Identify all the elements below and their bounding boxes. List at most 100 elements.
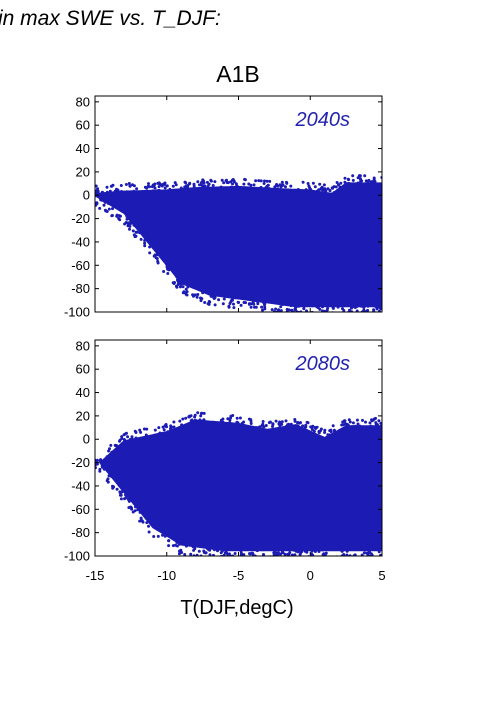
scatter-point [147,524,150,528]
scatter-point [196,180,200,184]
scatter-point [213,558,216,561]
scatter-point [311,304,314,308]
scatter-point [293,307,297,311]
scatter-point [198,418,202,422]
scatter-point [218,186,222,190]
scatter-point [139,430,143,434]
scatter-point [142,437,146,441]
scatter-point [125,217,129,221]
scatter-point [270,308,274,312]
scatter-point [354,315,357,318]
scatter-point [330,192,334,196]
scatter-point [336,305,340,309]
scatter-point [335,559,338,562]
scatter-point [120,190,123,193]
scatter-point [351,174,355,178]
scatter-point [231,298,234,302]
scatter-point [324,551,328,555]
scatter-point [182,425,186,429]
scatter-point [251,426,255,430]
scatter-point [181,417,185,421]
scatter-point [284,185,287,189]
scatter-point [209,188,213,192]
panel-label: 2080s [295,353,351,375]
scatter-point [157,188,161,192]
scatter-point [163,181,167,185]
scatter-point [274,307,278,311]
scatter-point [205,186,209,190]
scatter-point [321,548,325,552]
scatter-point [261,308,264,312]
scatter-point [242,301,246,304]
scatter-point [184,416,188,420]
scatter-point [205,557,208,560]
scatter-point [318,559,321,562]
scatter-point [167,267,170,270]
scatter-point [285,189,289,193]
scatter-point [206,302,210,306]
scatter-point [277,556,280,559]
y-tick-label: 40 [76,141,90,156]
y-tick-label: -20 [71,211,90,226]
scatter-point [102,203,106,207]
scatter-point [350,306,353,310]
scatter-point [366,548,370,552]
scatter-point [356,422,360,426]
scatter-point [310,559,313,562]
scatter-point [259,185,263,189]
scatter-point [211,184,215,187]
scatter-point [368,314,371,317]
scatter-point [130,435,134,439]
scatter-point [213,303,217,307]
scatter-point [234,182,238,186]
figure-title: in max SWE vs. T_DJF: [0,7,221,30]
scatter-point [226,557,229,560]
y-tick-label: 80 [76,94,90,109]
y-tick-label: 0 [83,432,90,447]
scatter-point [130,507,134,511]
scatter-point [358,424,362,428]
scatter-point [236,421,240,425]
scatter-point [261,559,264,562]
scatter-point [344,314,347,317]
scatter-point [184,181,188,185]
x-axis-label: T(DJF,degC) [180,597,293,619]
scatter-point [257,179,261,183]
scatter-point [141,190,145,193]
scatter-point [229,180,233,184]
scatter-point [272,556,275,559]
scatter-point [380,559,383,562]
scatter-point [360,553,364,556]
scatter-point [353,553,357,556]
panel-2080s: -100 -80 -60 -40 -20 0 20 40 60 80 -15 -10 -5 0 5 2080… [64,338,386,583]
scatter-point [113,443,117,447]
scatter-point [203,556,206,559]
scatter-point [320,314,323,317]
scatter-point [294,313,297,316]
scatter-point [251,300,255,304]
scatter-point [343,176,347,180]
scatter-point [108,447,111,451]
scatter-point [231,178,235,181]
scatter-point [313,185,317,189]
scatter-point [344,547,348,551]
scatter-point [257,187,260,191]
scatter-point [191,293,195,297]
x-tick-label: 0 [307,568,314,583]
y-tick-label: -100 [64,305,90,320]
scatter-point [321,188,325,192]
x-tick-label: -15 [86,568,105,583]
scatter-point [247,302,251,306]
scatter-point [364,548,367,552]
scatter-point [155,257,159,261]
scatter-point [199,414,203,418]
scatter-point [128,227,131,231]
scatter-point [302,558,305,561]
scatter-point [346,177,350,181]
scatter-point [148,245,152,249]
scatter-point [216,549,219,553]
scatter-point [268,179,272,183]
y-tick-label: -80 [71,281,90,296]
scatter-point [337,314,340,317]
scatter-point [324,303,328,307]
